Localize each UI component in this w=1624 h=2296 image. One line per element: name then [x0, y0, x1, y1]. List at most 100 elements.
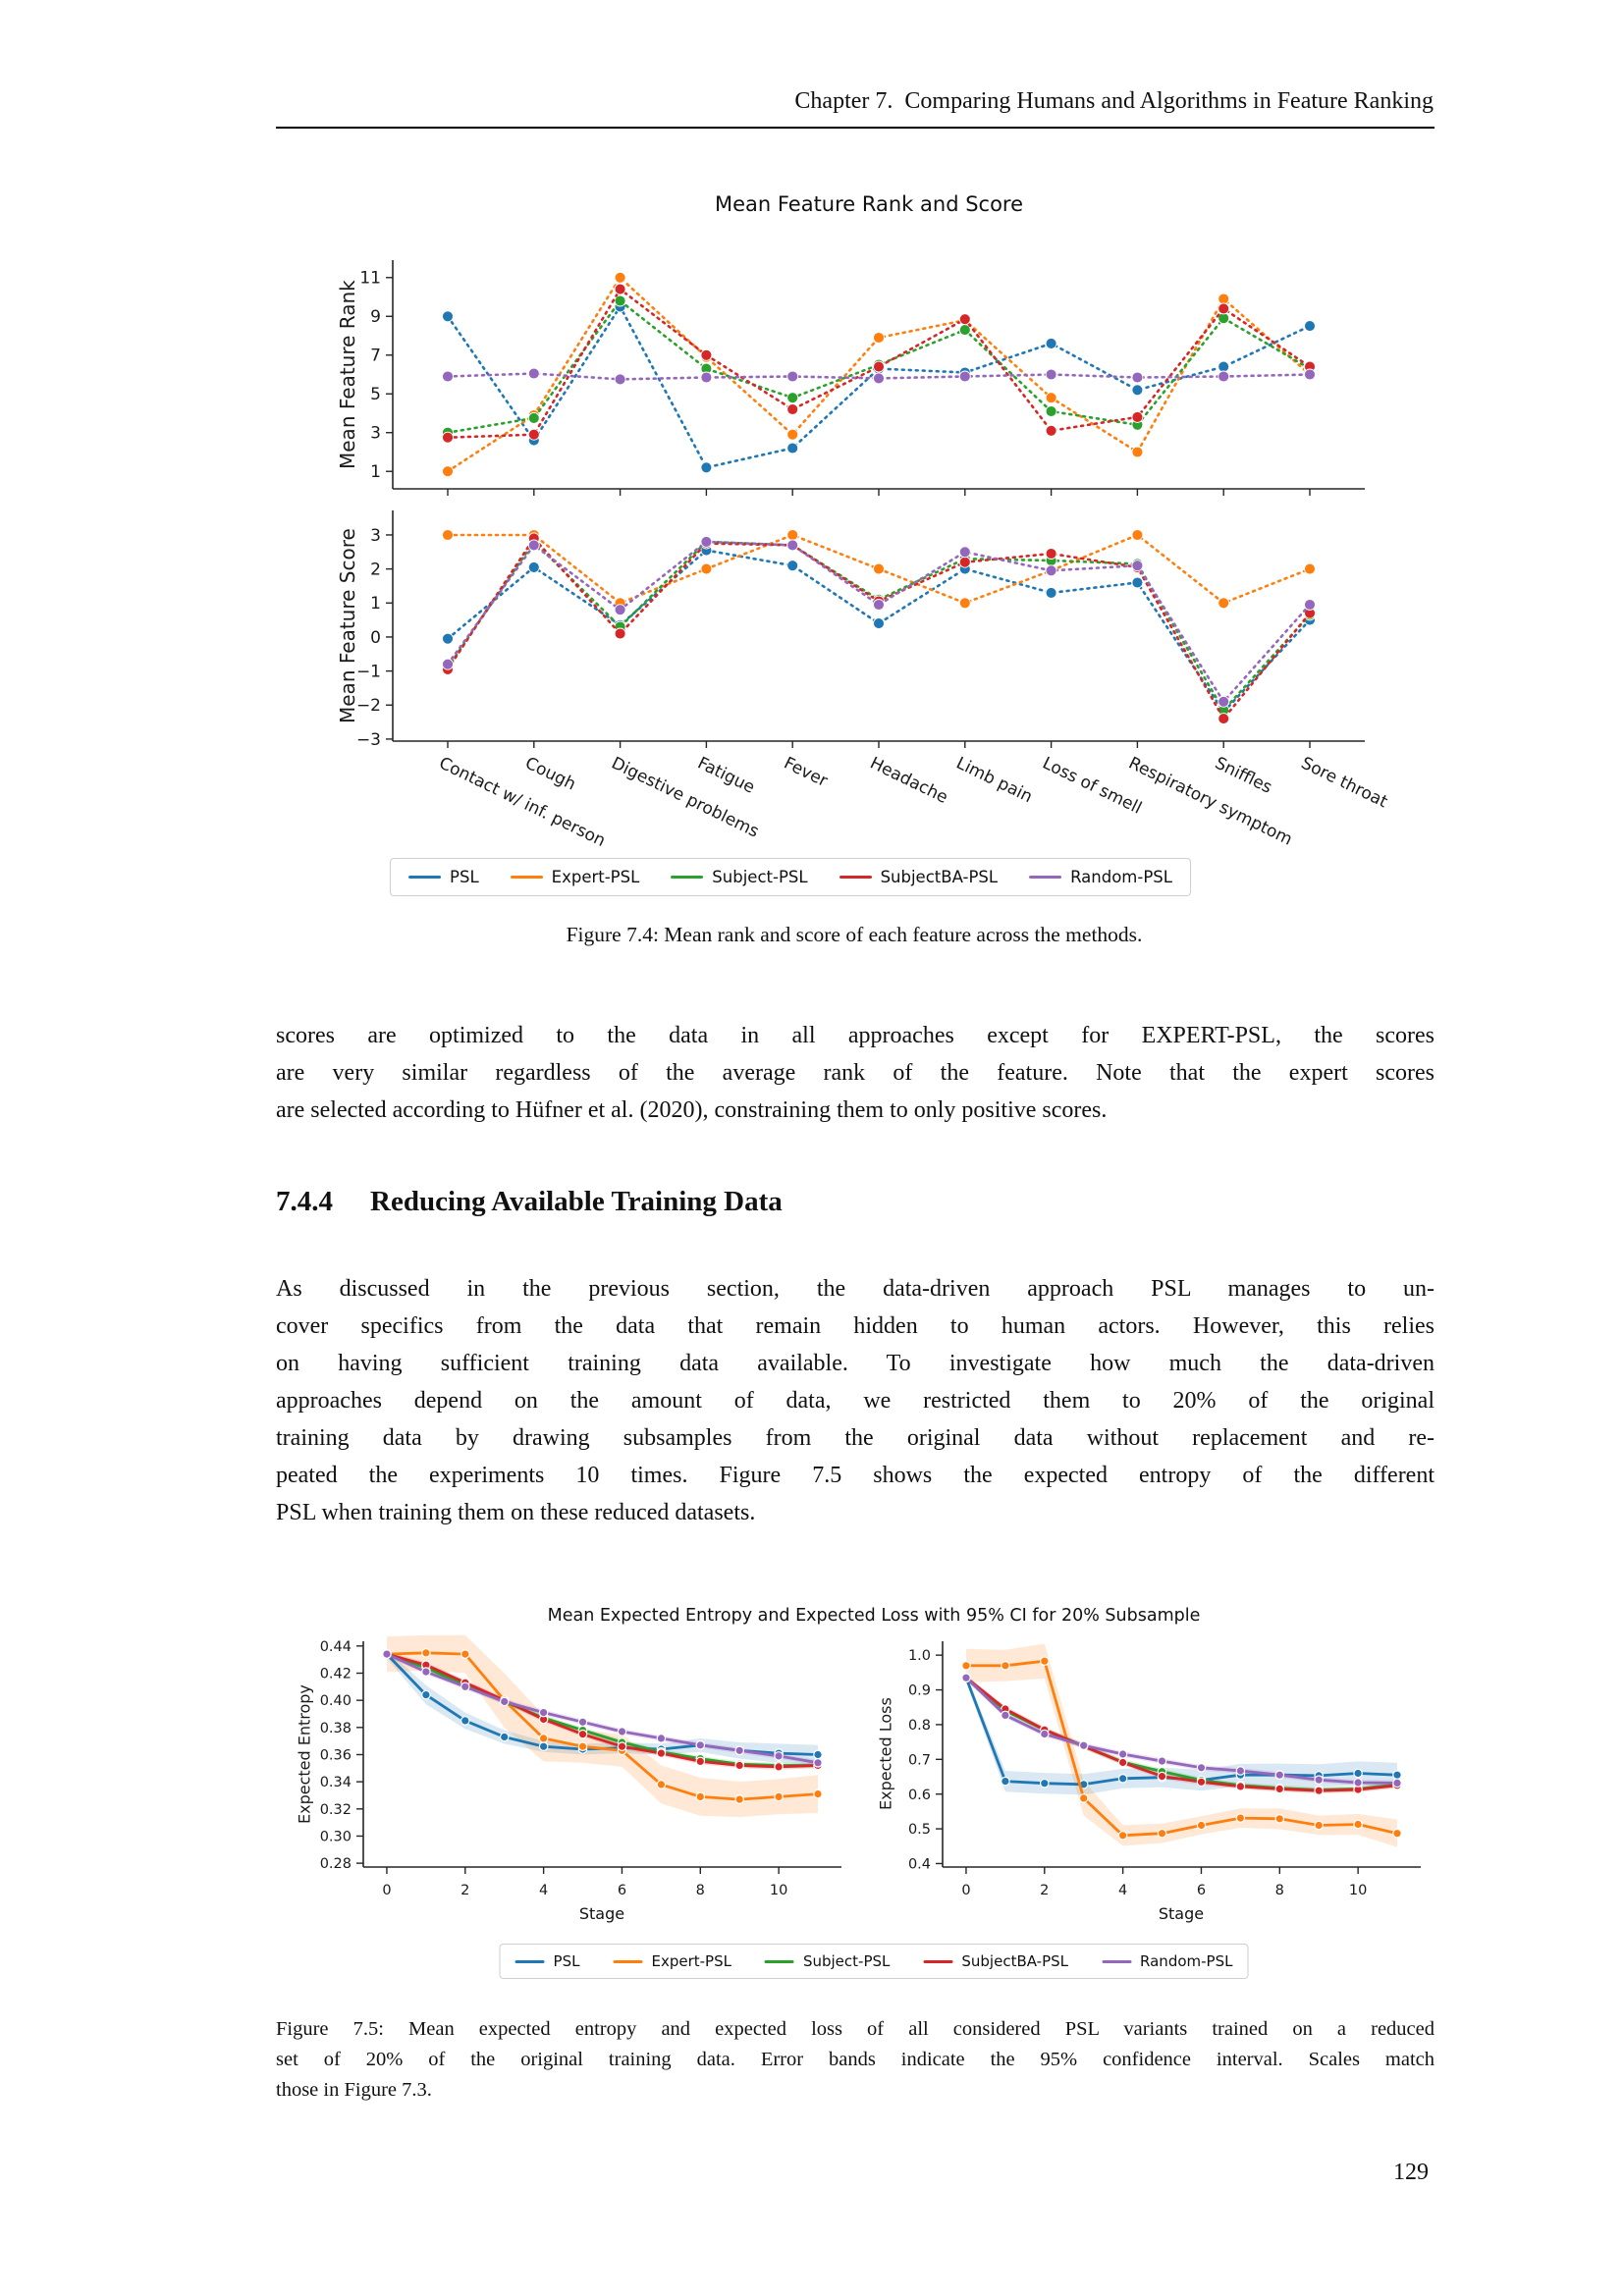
svg-text:Limb pain: Limb pain: [953, 754, 1036, 808]
series-Random-PSL: [961, 1673, 1402, 1789]
series-PSL: [442, 300, 1316, 474]
chart-entropy: 0.28 0.30 0.32 0.34 0.36 0.38 0.40 0.42 0.44 0 2 4 6…: [320, 1634, 841, 1898]
svg-text:7: 7: [370, 347, 381, 366]
figure-7-5-title: Mean Expected Entropy and Expected Loss …: [547, 1606, 1201, 1626]
svg-text:2: 2: [1040, 1883, 1049, 1898]
svg-text:0.8: 0.8: [908, 1718, 931, 1734]
svg-text:0.44: 0.44: [320, 1639, 352, 1655]
svg-text:−1: −1: [356, 663, 381, 682]
section-title: Reducing Available Training Data: [370, 1186, 783, 1217]
legend-label: Expert-PSL: [551, 868, 640, 886]
figure-7-5-legend: PSL Expert-PSL Subject-PSL SubjectBA-PSL Ran…: [499, 1944, 1249, 1979]
figure-7-4-title: Mean Feature Rank and Score: [714, 192, 1024, 216]
section-heading: 7.4.4 Reducing Available Training Data: [276, 1186, 783, 1218]
legend-line-swatch: [839, 875, 872, 880]
feature-rank-score-plot: 1 3 5 7 9 11 −3 −2 −1 0 1 2 3 Contact w/ inf. personC…: [356, 260, 1391, 851]
svg-text:0.6: 0.6: [908, 1788, 931, 1803]
svg-text:8: 8: [1275, 1883, 1284, 1898]
legend-label: Expert-PSL: [651, 1952, 731, 1970]
svg-text:9: 9: [370, 307, 381, 327]
legend-label: SubjectBA-PSL: [880, 868, 999, 886]
text-line: those in Figure 7.3.: [276, 2079, 432, 2101]
paragraph-1: scores are optimized to the data in all …: [276, 1017, 1435, 1129]
text-line: approaches depend on the amount of data,…: [276, 1388, 1435, 1414]
legend-line-swatch: [1029, 875, 1062, 880]
text-line: PSL when training them on these reduced …: [276, 1500, 756, 1525]
svg-text:Fatigue: Fatigue: [694, 754, 758, 798]
svg-text:0: 0: [961, 1883, 970, 1898]
svg-text:Contact w/ inf. person: Contact w/ inf. person: [436, 754, 609, 851]
legend-line-swatch: [923, 1959, 953, 1963]
svg-text:0.30: 0.30: [320, 1830, 352, 1845]
legend-label: Random-PSL: [1070, 868, 1172, 886]
section-number: 7.4.4: [276, 1186, 333, 1217]
figure-7-4-legend: PSL Expert-PSL Subject-PSL SubjectBA-PSL Ran…: [390, 858, 1191, 896]
svg-text:0.5: 0.5: [908, 1822, 931, 1838]
paragraph-2: As discussed in the previous section, th…: [276, 1270, 1435, 1531]
legend-line-swatch: [408, 875, 442, 880]
series-SubjectBA-PSL: [382, 1649, 823, 1772]
svg-text:0.34: 0.34: [320, 1775, 352, 1790]
text-line: cover specifics from the data that remai…: [276, 1313, 1435, 1339]
loss-plot: 0.4 0.5 0.6 0.7 0.8 0.9 1.0 0 2 4 6 8 10: [908, 1641, 1421, 1898]
svg-text:0.40: 0.40: [320, 1693, 352, 1709]
legend-line-swatch: [1102, 1959, 1132, 1963]
text-line: scores are optimized to the data in all …: [276, 1023, 1435, 1048]
legend-label: Subject-PSL: [712, 868, 808, 886]
figure-7-5: Mean Expected Entropy and Expected Loss …: [236, 1580, 1453, 1973]
svg-text:6: 6: [618, 1883, 626, 1898]
text-line: are very similar regardless of the avera…: [276, 1060, 1435, 1086]
svg-text:1: 1: [370, 462, 381, 482]
text-line: on having sufficient training data avail…: [276, 1351, 1435, 1376]
legend-item-Expert-PSL: Expert-PSL: [613, 1952, 731, 1970]
series-Random-PSL: [382, 1649, 823, 1768]
loss-x-axis-label: Stage: [1158, 1904, 1205, 1923]
legend-item-SubjectBA-PSL: SubjectBA-PSL: [923, 1952, 1068, 1970]
figure-7-4: Mean Feature Rank and Score Mean Feature…: [324, 165, 1522, 862]
ci-band-Expert-PSL: [387, 1634, 818, 1818]
svg-text:8: 8: [696, 1883, 705, 1898]
svg-text:3: 3: [370, 424, 381, 444]
text-line: are selected according to Hüfner et al. …: [276, 1097, 1108, 1123]
legend-item-Subject-PSL: Subject-PSL: [764, 1952, 891, 1970]
svg-text:Respiratory symptom: Respiratory symptom: [1125, 754, 1295, 850]
svg-text:Cough: Cough: [522, 754, 579, 795]
svg-text:0.4: 0.4: [908, 1857, 931, 1873]
ci-band-PSL: [387, 1650, 818, 1765]
svg-text:2: 2: [370, 561, 381, 580]
series-Random-PSL: [442, 535, 1316, 708]
svg-text:0.36: 0.36: [320, 1748, 352, 1764]
chart-rank: 1 3 5 7 9 11: [359, 260, 1365, 496]
svg-text:Digestive problems: Digestive problems: [608, 754, 762, 842]
svg-text:1.0: 1.0: [908, 1648, 931, 1664]
svg-text:Sore throat: Sore throat: [1298, 754, 1391, 813]
svg-text:0.28: 0.28: [320, 1856, 352, 1872]
header-rule: [276, 127, 1435, 129]
series-Expert-PSL: [961, 1656, 1402, 1841]
chart-loss: 0.4 0.5 0.6 0.7 0.8 0.9 1.0 0 2 4 6 8 10: [908, 1641, 1421, 1898]
svg-text:3: 3: [370, 526, 381, 546]
figure-7-4-caption: Figure 7.4: Mean rank and score of each …: [566, 923, 1143, 946]
ci-band-PSL: [966, 1674, 1397, 1795]
svg-text:2: 2: [460, 1883, 469, 1898]
text-line: As discussed in the previous section, th…: [276, 1276, 1435, 1302]
legend-line-swatch: [671, 875, 704, 880]
text-line: set of 20% of the original training data…: [276, 2049, 1435, 2070]
svg-text:0.32: 0.32: [320, 1802, 352, 1818]
legend-label: PSL: [553, 1952, 580, 1970]
text-line: peated the experiments 10 times. Figure …: [276, 1463, 1435, 1488]
legend-line-swatch: [613, 1959, 643, 1963]
svg-text:6: 6: [1197, 1883, 1206, 1898]
svg-text:0.38: 0.38: [320, 1721, 352, 1736]
legend-label: Subject-PSL: [802, 1952, 891, 1970]
svg-text:−2: −2: [356, 696, 381, 716]
legend-line-swatch: [514, 1959, 545, 1963]
svg-text:4: 4: [539, 1883, 548, 1898]
legend-label: Random-PSL: [1140, 1952, 1233, 1970]
legend-item-Expert-PSL: Expert-PSL: [510, 868, 640, 886]
svg-text:11: 11: [359, 269, 381, 289]
legend-line-swatch: [510, 875, 543, 880]
legend-item-PSL: PSL: [514, 1952, 580, 1970]
legend-item-Random-PSL: Random-PSL: [1102, 1952, 1232, 1970]
entropy-x-axis-label: Stage: [578, 1904, 625, 1923]
